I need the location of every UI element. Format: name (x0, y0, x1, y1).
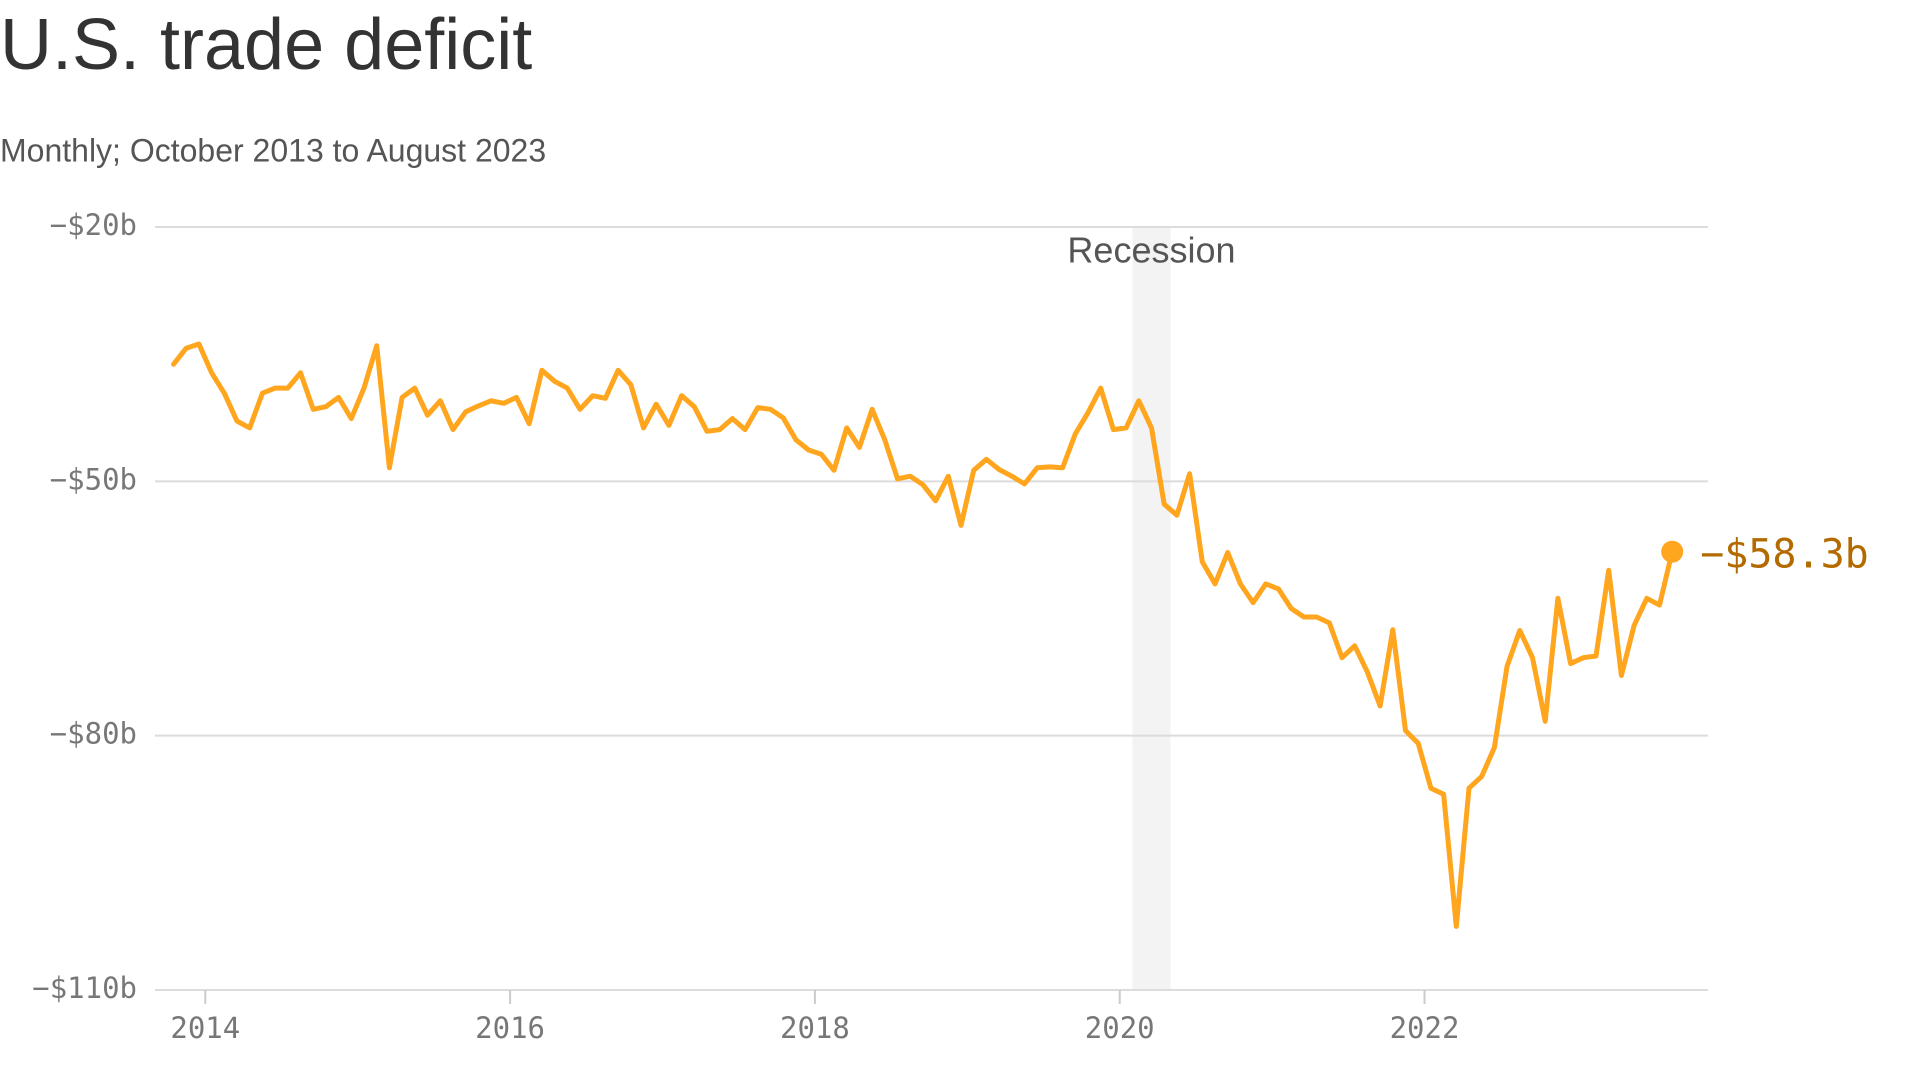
x-tick-label: 2014 (170, 1011, 240, 1045)
last-label: −$58.3b (1700, 532, 1869, 578)
x-tick-label: 2020 (1085, 1011, 1155, 1045)
y-tick-label: −$50b (50, 462, 137, 496)
x-tick-label: 2018 (780, 1011, 850, 1045)
x-tick-label: 2016 (475, 1011, 545, 1045)
x-tick-label: 2022 (1390, 1011, 1460, 1045)
y-tick-label: −$20b (50, 208, 137, 242)
chart-title: U.S. trade deficit (0, 5, 532, 85)
y-tick-label: −$80b (50, 717, 137, 751)
data-line (171, 341, 1675, 929)
chart-subtitle: Monthly; October 2013 to August 2023 (0, 132, 546, 168)
last-point (1661, 540, 1684, 563)
recession-label: Recession (1067, 230, 1235, 271)
y-tick-label: −$110b (32, 971, 137, 1005)
recession-band (1132, 227, 1171, 990)
